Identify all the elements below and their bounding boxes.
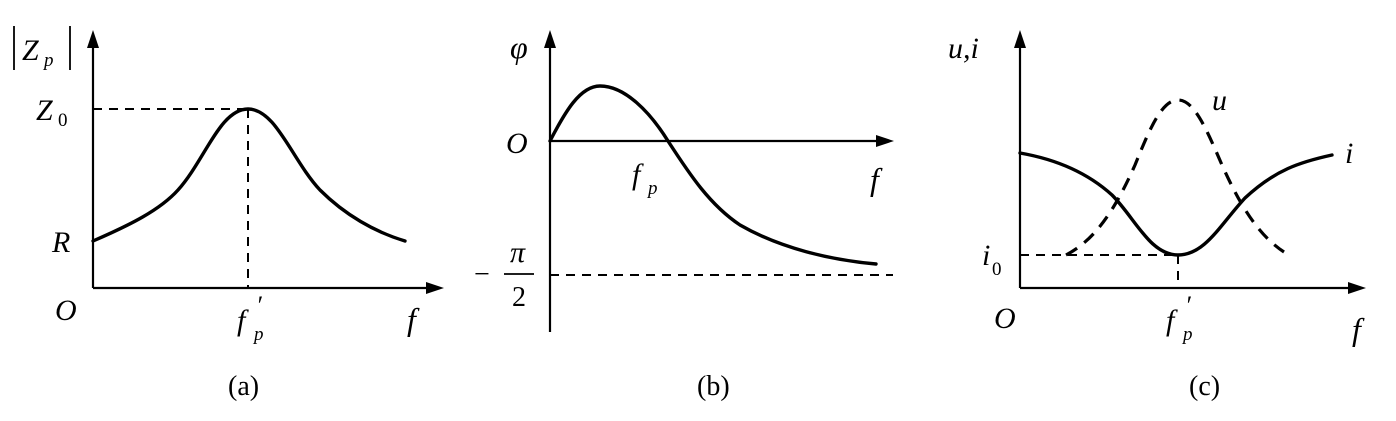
panel-a-z0-sub: 0: [58, 110, 68, 131]
panel-b-fp-label: f: [632, 158, 644, 191]
panel-a-peak-sub: p: [252, 324, 264, 345]
panel-c-y-arrow: [1014, 30, 1026, 48]
panel-c-caption: (c): [1189, 371, 1220, 402]
panel-c-origin: O: [994, 302, 1016, 335]
panel-c-y-label: u,i: [948, 32, 979, 65]
panel-a-peak-label: f: [237, 304, 249, 337]
panel-a-y-label: Z: [22, 34, 39, 67]
panel-a-r-label: R: [51, 226, 70, 259]
panel-c-x-label: f: [1352, 311, 1365, 347]
panel-b-x-label: f: [870, 161, 883, 197]
panel-a-x-arrow: [426, 282, 444, 294]
panel-b-two: 2: [512, 282, 526, 313]
panel-c-peak-label: f: [1166, 304, 1178, 337]
panel-b-fp-sub: p: [646, 178, 658, 199]
panel-a-impedance-curve: [91, 107, 407, 243]
panel-c-peak-sub: p: [1181, 324, 1193, 345]
panel-b-phase-curve: [548, 84, 878, 266]
panel-a: Z p Z 0 R O f ′ p f (a): [13, 26, 444, 402]
panel-c-u-label: u: [1212, 84, 1227, 117]
panel-c-peak-prime: ′: [1185, 291, 1191, 320]
panel-a-caption: (a): [228, 371, 259, 402]
panel-b-x-arrow: [876, 135, 894, 147]
panel-c-i0-sub: 0: [992, 259, 1002, 280]
panel-b-origin: O: [506, 127, 528, 160]
panel-b-caption: (b): [697, 371, 730, 402]
panel-c-i0-label: i: [982, 239, 990, 272]
panel-b-minus: −: [474, 259, 490, 290]
panel-c-current-curve: [1018, 151, 1334, 257]
panel-b-y-label: φ: [510, 29, 528, 65]
panel-a-y-label-sub: p: [42, 50, 54, 71]
panel-c-x-arrow: [1348, 282, 1366, 294]
panel-c-i-label: i: [1345, 137, 1353, 170]
panel-a-y-arrow: [87, 30, 99, 48]
panel-b-y-arrow: [544, 30, 556, 48]
panel-c-voltage-curve: [1065, 98, 1285, 257]
panel-b-pi: π: [510, 236, 526, 269]
panel-a-z0-label: Z: [36, 94, 53, 127]
panel-b: φ O f p f − π 2 (b): [474, 29, 894, 402]
panel-a-x-label: f: [407, 301, 420, 337]
panel-c: u,i u i i 0 O f ′ p f (c): [948, 30, 1366, 402]
panel-a-peak-prime: ′: [256, 291, 262, 320]
panel-a-origin: O: [55, 294, 77, 327]
